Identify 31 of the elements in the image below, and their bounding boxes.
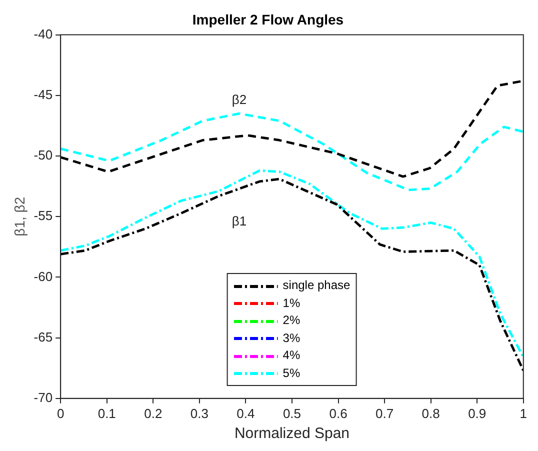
- x-tick-label: 0.2: [144, 406, 162, 421]
- x-tick-label: 0.1: [98, 406, 116, 421]
- x-tick-label: 0.3: [190, 406, 208, 421]
- line-series: [60, 112, 524, 192]
- legend-label: 4%: [282, 347, 300, 364]
- legend-label: 3%: [282, 330, 300, 347]
- annotation: β1: [232, 214, 247, 229]
- y-tick-label: -55: [34, 208, 53, 224]
- x-tick-label: 0: [56, 406, 64, 421]
- legend-label: 2%: [282, 312, 300, 330]
- chart-title: Impeller 2 Flow Angles: [192, 11, 344, 28]
- line-series: [60, 80, 524, 178]
- y-tick-label: -60: [34, 268, 53, 284]
- x-tick-label: 0.5: [282, 406, 302, 421]
- x-tick-label: 0.4: [236, 406, 255, 421]
- y-tick-label: -65: [34, 329, 53, 344]
- legend-label: 5%: [282, 364, 300, 382]
- y-tick-label: -50: [34, 148, 53, 163]
- legend-label: 1%: [282, 294, 300, 312]
- y-tick-label: -70: [34, 390, 53, 405]
- y-tick-label: -45: [34, 86, 53, 102]
- x-tick-label: 1: [520, 406, 527, 421]
- y-axis-title: β1, β2: [11, 196, 28, 236]
- x-tick-label: 0.6: [329, 406, 348, 421]
- x-tick-label: 0.8: [422, 406, 440, 421]
- legend-label: single phase: [282, 277, 350, 294]
- x-tick-label: 0.9: [468, 406, 486, 421]
- y-tick-label: -40: [34, 26, 53, 42]
- x-tick-label: 0.7: [376, 406, 394, 421]
- annotation: β2: [232, 92, 247, 107]
- x-axis-title: Normalized Span: [234, 425, 350, 442]
